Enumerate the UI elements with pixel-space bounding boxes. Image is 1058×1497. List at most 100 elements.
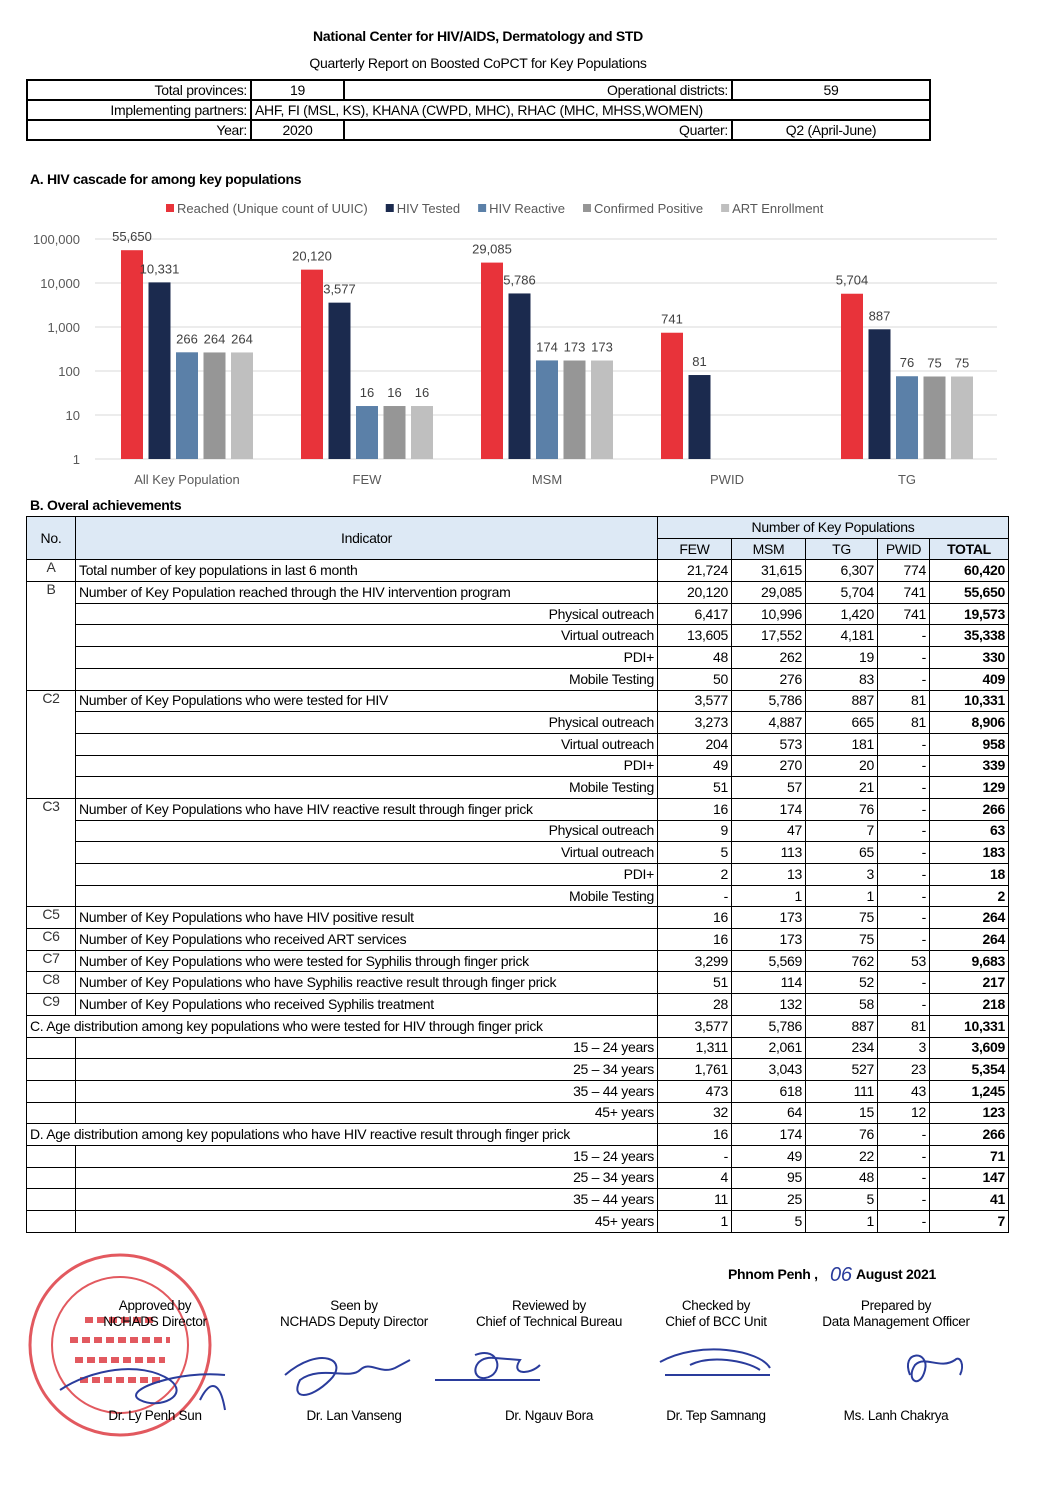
header-cell: No. — [26, 515, 76, 561]
value-cell: 339 — [928, 754, 1010, 778]
signer-name: Ms. Lanh Chakrya — [843, 1408, 949, 1423]
row-number: C8 — [26, 971, 76, 995]
signature — [659, 1348, 771, 1376]
indicator: Number of Key Populations who were teste… — [75, 949, 658, 973]
indicator: Number of Key Populations who were teste… — [75, 689, 658, 713]
row-number: C2 — [26, 689, 76, 799]
bar — [923, 376, 946, 459]
sub-indicator: Virtual outreach — [75, 732, 658, 756]
table-row: Virtual outreach 5 113 65-183 — [27, 841, 1010, 864]
info-value: Q2 (April-June) — [731, 119, 931, 141]
empty-cell — [26, 1188, 76, 1211]
sub-indicator: Mobile Testing — [75, 776, 658, 799]
table-row: C. Age distribution among key population… — [26, 1014, 1010, 1038]
empty-cell — [26, 1058, 76, 1081]
sub-indicator: Virtual outreach — [75, 624, 658, 648]
value-cell: 51 — [657, 776, 732, 799]
value-cell: 2 — [928, 884, 1010, 908]
value-cell: 5 — [657, 841, 732, 864]
value-cell: 19 — [805, 646, 878, 669]
value-cell: 113 — [731, 841, 806, 864]
bar — [481, 262, 503, 459]
info-value: 19 — [250, 79, 345, 101]
value-cell: 264 — [928, 906, 1010, 930]
indicator: Number of Key Populations who have Syphi… — [75, 971, 658, 995]
bar — [591, 360, 613, 459]
value-cell: - — [877, 667, 930, 691]
signer-role: Chief of Technical Bureau — [475, 1314, 623, 1329]
table-row: Virtual outreach 204 573 181-958 — [27, 732, 1010, 756]
bar — [951, 376, 973, 459]
bar — [356, 406, 378, 459]
value-cell: 64 — [731, 1101, 806, 1125]
table-row: Physical outreach 9 47 7-63 — [27, 819, 1010, 843]
value-cell: 50 — [657, 667, 732, 691]
date-month-year: August 2021 — [856, 1266, 936, 1282]
signer-role: NCHADS Director — [103, 1314, 207, 1329]
signer-role: Data Management Officer — [822, 1314, 970, 1329]
value-cell: 65 — [805, 841, 878, 864]
value-cell: 43 — [877, 1079, 930, 1103]
table-row: 35 – 44 years 11 25 5-41 — [26, 1188, 1010, 1211]
bar — [383, 406, 406, 459]
value-cell: 762 — [805, 949, 878, 973]
signer-name: Dr. Ngauv Bora — [504, 1408, 594, 1423]
table-row: 25 – 34 years 1,761 3,043 527 23 5,354 — [26, 1058, 1010, 1081]
value-cell: 51 — [657, 971, 732, 995]
value-cell: 9 — [657, 819, 732, 843]
data-label: 3,577 — [323, 282, 356, 297]
value-cell: 25 — [731, 1188, 806, 1211]
data-label: 75 — [955, 355, 969, 370]
table-row: 15 – 24 years 1,311 2,061 234 3 3,609 — [26, 1036, 1010, 1060]
bar — [176, 352, 198, 459]
value-cell: 409 — [928, 667, 1010, 691]
value-cell: 1 — [805, 884, 878, 908]
sub-indicator: Mobile Testing — [75, 667, 658, 691]
value-cell: 60,420 — [928, 559, 1010, 583]
value-cell: 71 — [928, 1144, 1010, 1168]
info-table: Total provinces: 19 Operational districts:… — [26, 79, 931, 141]
signer-action: Reviewed by — [512, 1298, 586, 1313]
value-cell: 81 — [877, 711, 930, 734]
value-cell: 3,609 — [928, 1036, 1010, 1060]
data-label: 10,331 — [140, 261, 180, 276]
signer-role: NCHADS Deputy Director — [280, 1314, 428, 1329]
indicator: Number of Key Populations who have HIV r… — [75, 797, 658, 821]
value-cell: 81 — [877, 1014, 930, 1038]
header-cell: TG — [805, 537, 878, 561]
value-cell: 234 — [805, 1036, 878, 1060]
header-cell: Number of Key Populations — [656, 516, 1010, 539]
value-cell: 217 — [928, 971, 1010, 995]
data-label: 16 — [387, 385, 401, 400]
value-cell: 3,043 — [731, 1058, 806, 1081]
value-cell: 1,761 — [657, 1058, 732, 1081]
section-title: C. Age distribution among key population… — [26, 1014, 658, 1038]
sub-indicator: 45+ years — [75, 1101, 658, 1125]
value-cell: 21 — [805, 776, 878, 799]
data-label: 887 — [869, 308, 891, 323]
value-cell: 129 — [928, 776, 1010, 799]
sub-indicator: Mobile Testing — [75, 884, 658, 908]
value-cell: 63 — [928, 819, 1010, 843]
empty-cell — [26, 1101, 76, 1125]
bar — [661, 332, 683, 459]
value-cell: 741 — [877, 602, 930, 626]
legend-label: HIV Tested — [397, 201, 460, 216]
value-cell: - — [877, 993, 930, 1016]
table-row: B Number of Key Population reached throug… — [26, 581, 1010, 691]
value-cell: 7 — [805, 819, 878, 843]
data-label: 173 — [564, 340, 586, 355]
info-label: Year: — [26, 119, 252, 141]
value-cell: 1 — [657, 1210, 732, 1233]
signer-action: Approved by — [118, 1298, 192, 1313]
value-cell: 31,615 — [731, 559, 806, 583]
value-cell: 5,786 — [731, 1014, 806, 1038]
row-number: B — [26, 581, 76, 691]
value-cell: 665 — [805, 711, 878, 734]
data-label: 266 — [176, 331, 198, 346]
value-cell: 18 — [928, 863, 1010, 886]
indicator: Number of Key Population reached through… — [75, 581, 658, 604]
y-tick-label: 100,000 — [33, 232, 80, 247]
stamp — [28, 1253, 212, 1437]
